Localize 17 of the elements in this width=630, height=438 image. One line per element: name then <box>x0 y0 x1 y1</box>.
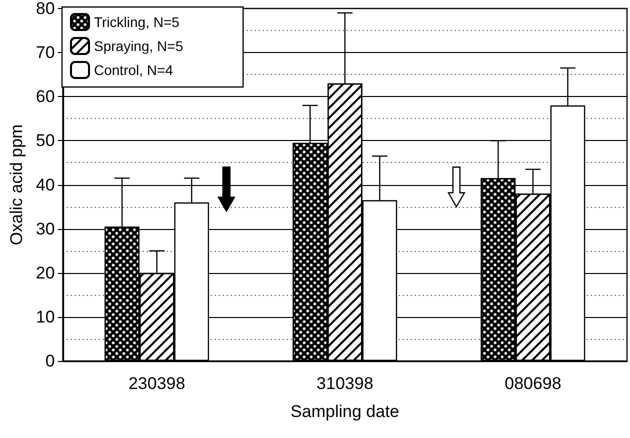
y-tick-label: 40 <box>36 175 55 194</box>
y-tick-label: 50 <box>36 131 55 150</box>
y-tick-label: 60 <box>36 87 55 106</box>
x-tick-label: 310398 <box>316 374 374 393</box>
y-tick-label: 0 <box>45 352 55 370</box>
x-axis-title: Sampling date <box>290 402 400 421</box>
y-tick-label: 80 <box>36 0 55 18</box>
legend-label: Control, N=4 <box>94 62 174 78</box>
y-tick-label: 70 <box>36 43 55 62</box>
y-tick-label: 20 <box>36 263 55 282</box>
legend-label: Trickling, N=5 <box>94 14 180 30</box>
x-tick-label: 080698 <box>504 374 562 393</box>
y-axis-title: Oxalic acid ppm <box>7 124 26 246</box>
legend-label: Spraying, N=5 <box>94 38 184 54</box>
x-tick-label: 230398 <box>128 374 186 393</box>
y-tick-label: 30 <box>36 219 55 238</box>
y-tick-label: 10 <box>36 307 55 326</box>
